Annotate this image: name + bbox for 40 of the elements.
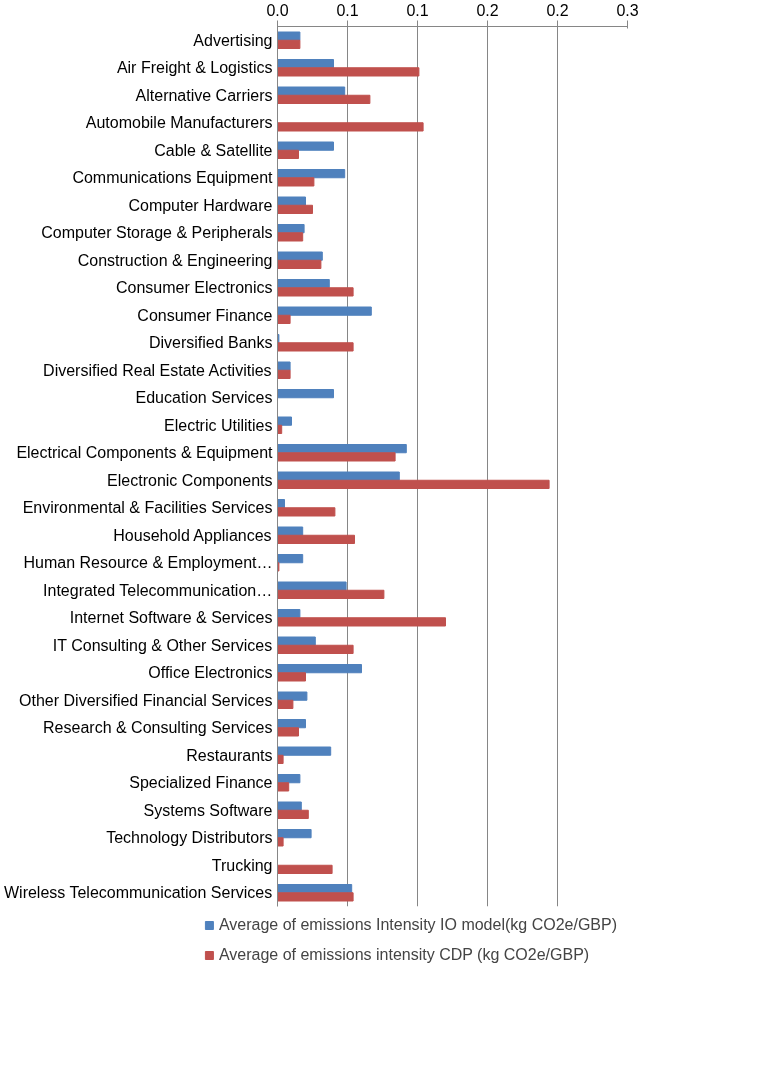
y-tick-label: Air Freight & Logistics <box>116 59 273 77</box>
y-tick-label: Research & Consulting Services <box>43 719 273 737</box>
y-tick-label: Systems Software <box>143 801 273 819</box>
y-tick-label: Electric Utilities <box>164 416 273 434</box>
legend-label: Average of emissions Intensity IO model(kg CO2e/GBP) <box>218 916 617 934</box>
y-tick-label: Integrated Telecommunication… <box>43 581 273 599</box>
y-tick-label: Internet Software & Services <box>69 609 273 627</box>
y-tick-label: Computer Storage & Peripherals <box>41 224 273 242</box>
y-tick-label: Consumer Finance <box>137 306 273 324</box>
y-tick-label: Technology Distributors <box>106 829 273 847</box>
y-tick-label: Electronic Components <box>107 471 273 489</box>
y-tick-label: Restaurants <box>186 746 273 764</box>
x-tick-label: 0.1 <box>406 1 429 19</box>
y-tick-label: Specialized Finance <box>129 774 273 792</box>
y-tick-label: Alternative Carriers <box>135 86 273 104</box>
y-tick-label: Office Electronics <box>148 664 273 682</box>
y-tick-label: Other Diversified Financial Services <box>19 691 273 709</box>
y-tick-label: Environmental & Facilities Services <box>22 499 273 517</box>
x-tick-label: 0.2 <box>476 1 499 19</box>
y-tick-label: Household Appliances <box>113 526 272 544</box>
y-tick-label: Diversified Real Estate Activities <box>43 361 272 379</box>
x-tick-label: 0.2 <box>546 1 569 19</box>
y-tick-label: Education Services <box>135 389 273 407</box>
legend-label: Average of emissions intensity CDP (kg CO2e/GBP) <box>218 946 590 964</box>
y-tick-label: Automobile Manufacturers <box>85 114 273 132</box>
y-tick-label: Human Resource & Employment… <box>23 554 273 572</box>
y-tick-label: Cable & Satellite <box>154 141 273 159</box>
y-tick-label: IT Consulting & Other Services <box>52 636 273 654</box>
y-tick-label: Trucking <box>211 856 273 874</box>
y-tick-label: Electrical Components & Equipment <box>16 444 274 462</box>
x-tick-label: 0.1 <box>336 1 359 19</box>
y-tick-label: Advertising <box>193 31 273 49</box>
y-tick-label: Computer Hardware <box>128 196 273 214</box>
x-tick-label: 0.0 <box>266 1 289 19</box>
y-tick-label: Communications Equipment <box>72 169 274 187</box>
y-tick-label: Wireless Telecommunication Services <box>3 884 273 902</box>
y-tick-label: Diversified Banks <box>148 334 273 352</box>
x-tick-label: 0.3 <box>616 1 639 19</box>
y-tick-label: Consumer Electronics <box>116 279 273 297</box>
y-tick-label: Construction & Engineering <box>77 251 273 269</box>
